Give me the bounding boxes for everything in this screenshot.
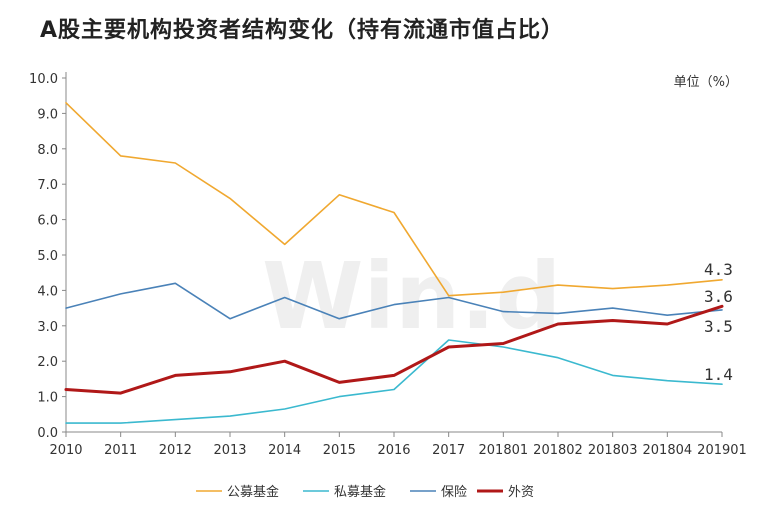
x-tick-label: 2010 <box>49 443 82 458</box>
series-line-2 <box>65 339 723 424</box>
y-tick-label: 3.0 <box>37 320 58 335</box>
y-tick-label: 5.0 <box>37 249 58 264</box>
x-tick-label: 201803 <box>588 443 638 458</box>
watermark: Win.d <box>262 243 561 350</box>
x-tick-label: 201901 <box>697 443 747 458</box>
x-tick-label: 2017 <box>432 443 465 458</box>
x-tick-label: 2016 <box>377 443 410 458</box>
y-tick-label: 8.0 <box>37 143 58 158</box>
x-tick-label: 2014 <box>268 443 301 458</box>
end-value-label: 3.6 <box>704 287 733 306</box>
axes: 0.0 1.0 2.0 3.0 4.0 5.0 6.0 7.0 8.0 9.0 10.0 2010 20… <box>29 72 747 458</box>
y-tick-label: 2.0 <box>37 355 58 370</box>
legend-label: 保险 <box>441 485 467 500</box>
series-line-3 <box>65 282 723 320</box>
y-tick-label: 4.0 <box>37 284 58 299</box>
series-layer <box>64 102 724 424</box>
y-tick-label: 9.0 <box>37 107 58 122</box>
x-tick-label: 2012 <box>159 443 192 458</box>
end-value-label: 4.3 <box>704 260 733 279</box>
unit-label: 单位（%） <box>674 75 738 90</box>
end-labels: 4.3 1.4 3.6 3.5 <box>704 260 733 384</box>
series-line-1 <box>65 102 723 297</box>
series-line-4 <box>64 304 724 395</box>
y-tick-label: 1.0 <box>37 391 58 406</box>
legend: 公募基金 私募基金 保险 外资 <box>196 484 534 500</box>
legend-label: 私募基金 <box>334 484 386 500</box>
x-tick-label: 201804 <box>643 443 693 458</box>
y-tick-label: 6.0 <box>37 214 58 229</box>
x-tick-label: 2011 <box>104 443 137 458</box>
x-tick-label: 201802 <box>533 443 583 458</box>
x-tick-label: 2013 <box>213 443 246 458</box>
end-value-label: 3.5 <box>704 317 733 336</box>
x-tick-label: 201801 <box>479 443 529 458</box>
end-value-label: 1.4 <box>704 365 733 384</box>
legend-label: 公募基金 <box>227 484 279 500</box>
y-tick-label: 7.0 <box>37 178 58 193</box>
y-tick-label: 10.0 <box>29 72 58 87</box>
legend-label: 外资 <box>508 485 534 500</box>
x-tick-label: 2015 <box>323 443 356 458</box>
chart-title: A股主要机构投资者结构变化（持有流通市值占比） <box>40 18 565 43</box>
y-tick-label: 0.0 <box>37 426 58 441</box>
